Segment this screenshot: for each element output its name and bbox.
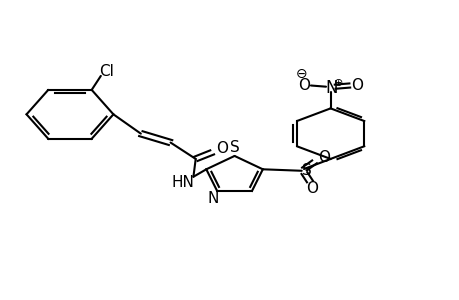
Text: N: N: [325, 79, 337, 97]
Text: S: S: [302, 163, 311, 178]
Text: O: O: [317, 151, 329, 166]
Text: O: O: [216, 141, 228, 156]
Text: ⊕: ⊕: [333, 77, 343, 88]
Text: HN: HN: [172, 175, 194, 190]
Text: ⊖: ⊖: [295, 67, 307, 81]
Text: Cl: Cl: [99, 64, 114, 79]
Text: S: S: [229, 140, 239, 155]
Text: O: O: [298, 78, 310, 93]
Text: O: O: [305, 181, 317, 196]
Text: N: N: [207, 191, 218, 206]
Text: O: O: [350, 78, 362, 93]
